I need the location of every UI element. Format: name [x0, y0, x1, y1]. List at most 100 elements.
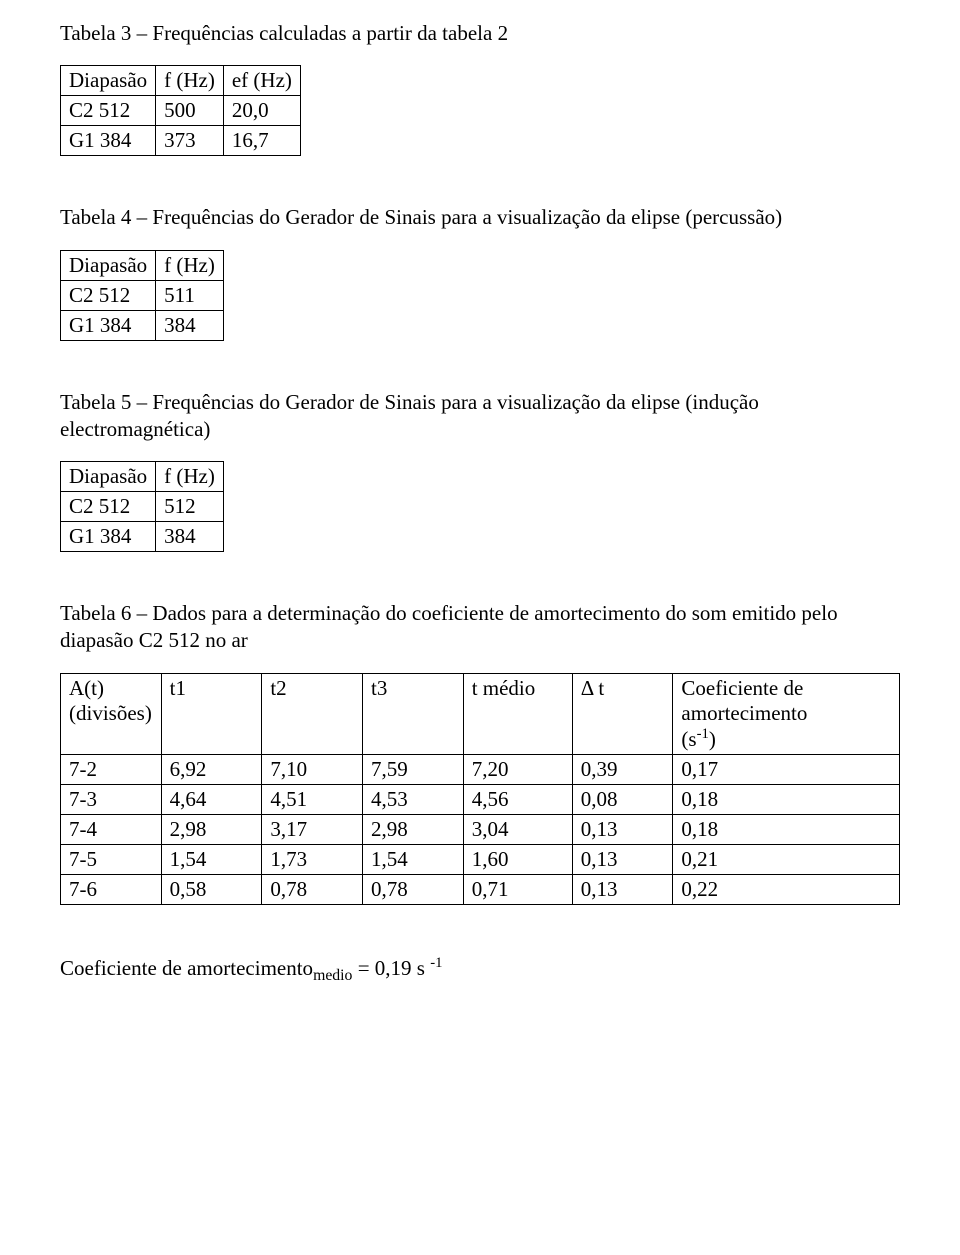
col-header: t médio	[463, 673, 572, 754]
table-row: G1 384 373 16,7	[61, 126, 301, 156]
table4-block: Tabela 4 – Frequências do Gerador de Sin…	[60, 204, 900, 340]
cell: 4,51	[262, 784, 363, 814]
col-header-line: )	[709, 727, 716, 751]
cell: 7,10	[262, 754, 363, 784]
table-header-row: Diapasão f (Hz) ef (Hz)	[61, 66, 301, 96]
cell: 7,59	[363, 754, 464, 784]
cell: 16,7	[223, 126, 300, 156]
final-mid: = 0,19 s	[352, 956, 430, 980]
table5: Diapasão f (Hz) C2 512 512 G1 384 384	[60, 461, 224, 552]
col-header-sup: -1	[697, 726, 709, 742]
col-header: f (Hz)	[156, 462, 224, 492]
col-header: A(t) (divisões)	[61, 673, 162, 754]
cell: 0,13	[572, 874, 673, 904]
cell: 512	[156, 492, 224, 522]
table6-caption: Tabela 6 – Dados para a determinação do …	[60, 600, 900, 655]
cell: 0,58	[161, 874, 262, 904]
cell: 0,18	[673, 784, 900, 814]
col-header: t3	[363, 673, 464, 754]
cell: 384	[156, 522, 224, 552]
table-row: C2 512 512	[61, 492, 224, 522]
table-row: 7-6 0,58 0,78 0,78 0,71 0,13 0,22	[61, 874, 900, 904]
col-header: Diapasão	[61, 250, 156, 280]
table6-block: Tabela 6 – Dados para a determinação do …	[60, 600, 900, 905]
col-header: Δ t	[572, 673, 673, 754]
cell: C2 512	[61, 492, 156, 522]
cell: 2,98	[363, 814, 464, 844]
cell: G1 384	[61, 310, 156, 340]
table-header-row: A(t) (divisões) t1 t2 t3 t médio Δ t Coe…	[61, 673, 900, 754]
page: Tabela 3 – Frequências calculadas a part…	[0, 0, 960, 1255]
cell: 7-5	[61, 844, 162, 874]
cell: 4,56	[463, 784, 572, 814]
cell: 1,54	[161, 844, 262, 874]
cell: 1,60	[463, 844, 572, 874]
final-prefix: Coeficiente de amortecimento	[60, 956, 313, 980]
cell: 3,04	[463, 814, 572, 844]
col-header: Diapasão	[61, 462, 156, 492]
cell: 373	[156, 126, 224, 156]
col-header: f (Hz)	[156, 250, 224, 280]
cell: 3,17	[262, 814, 363, 844]
cell: G1 384	[61, 522, 156, 552]
col-header-line: Coeficiente de	[681, 676, 803, 700]
table5-caption: Tabela 5 – Frequências do Gerador de Sin…	[60, 389, 900, 444]
cell: G1 384	[61, 126, 156, 156]
col-header-line: (s	[681, 727, 696, 751]
cell: 0,21	[673, 844, 900, 874]
cell: 7-4	[61, 814, 162, 844]
table-header-row: Diapasão f (Hz)	[61, 250, 224, 280]
cell: 0,13	[572, 844, 673, 874]
table-row: C2 512 500 20,0	[61, 96, 301, 126]
cell: 4,53	[363, 784, 464, 814]
cell: 0,39	[572, 754, 673, 784]
cell: 0,71	[463, 874, 572, 904]
table-row: C2 512 511	[61, 280, 224, 310]
col-header-line: amortecimento	[681, 701, 807, 725]
cell: 0,18	[673, 814, 900, 844]
cell: 7-2	[61, 754, 162, 784]
final-result: Coeficiente de amortecimentomedio = 0,19…	[60, 955, 900, 985]
table-row: 7-2 6,92 7,10 7,59 7,20 0,39 0,17	[61, 754, 900, 784]
cell: 0,08	[572, 784, 673, 814]
cell: 0,78	[262, 874, 363, 904]
cell: 7-3	[61, 784, 162, 814]
cell: 0,13	[572, 814, 673, 844]
table-header-row: Diapasão f (Hz)	[61, 462, 224, 492]
table-row: 7-4 2,98 3,17 2,98 3,04 0,13 0,18	[61, 814, 900, 844]
table-row: G1 384 384	[61, 522, 224, 552]
cell: 7,20	[463, 754, 572, 784]
table4-caption: Tabela 4 – Frequências do Gerador de Sin…	[60, 204, 900, 231]
cell: 0,17	[673, 754, 900, 784]
col-header: ef (Hz)	[223, 66, 300, 96]
cell: 20,0	[223, 96, 300, 126]
col-header: t2	[262, 673, 363, 754]
col-header: Coeficiente de amortecimento (s-1)	[673, 673, 900, 754]
cell: 6,92	[161, 754, 262, 784]
table6: A(t) (divisões) t1 t2 t3 t médio Δ t Coe…	[60, 673, 900, 905]
col-header: Diapasão	[61, 66, 156, 96]
cell: 0,78	[363, 874, 464, 904]
cell: 2,98	[161, 814, 262, 844]
cell: C2 512	[61, 96, 156, 126]
table-row: G1 384 384	[61, 310, 224, 340]
table3-caption: Tabela 3 – Frequências calculadas a part…	[60, 20, 900, 47]
cell: 1,54	[363, 844, 464, 874]
cell: 500	[156, 96, 224, 126]
table3: Diapasão f (Hz) ef (Hz) C2 512 500 20,0 …	[60, 65, 301, 156]
col-header: f (Hz)	[156, 66, 224, 96]
table3-block: Tabela 3 – Frequências calculadas a part…	[60, 20, 900, 156]
cell: 384	[156, 310, 224, 340]
final-sup: -1	[430, 955, 442, 971]
cell: 0,22	[673, 874, 900, 904]
final-sub: medio	[313, 967, 352, 984]
table-row: 7-5 1,54 1,73 1,54 1,60 0,13 0,21	[61, 844, 900, 874]
cell: 511	[156, 280, 224, 310]
cell: 4,64	[161, 784, 262, 814]
table-row: 7-3 4,64 4,51 4,53 4,56 0,08 0,18	[61, 784, 900, 814]
table4: Diapasão f (Hz) C2 512 511 G1 384 384	[60, 250, 224, 341]
cell: 7-6	[61, 874, 162, 904]
cell: C2 512	[61, 280, 156, 310]
col-header: t1	[161, 673, 262, 754]
table5-block: Tabela 5 – Frequências do Gerador de Sin…	[60, 389, 900, 553]
